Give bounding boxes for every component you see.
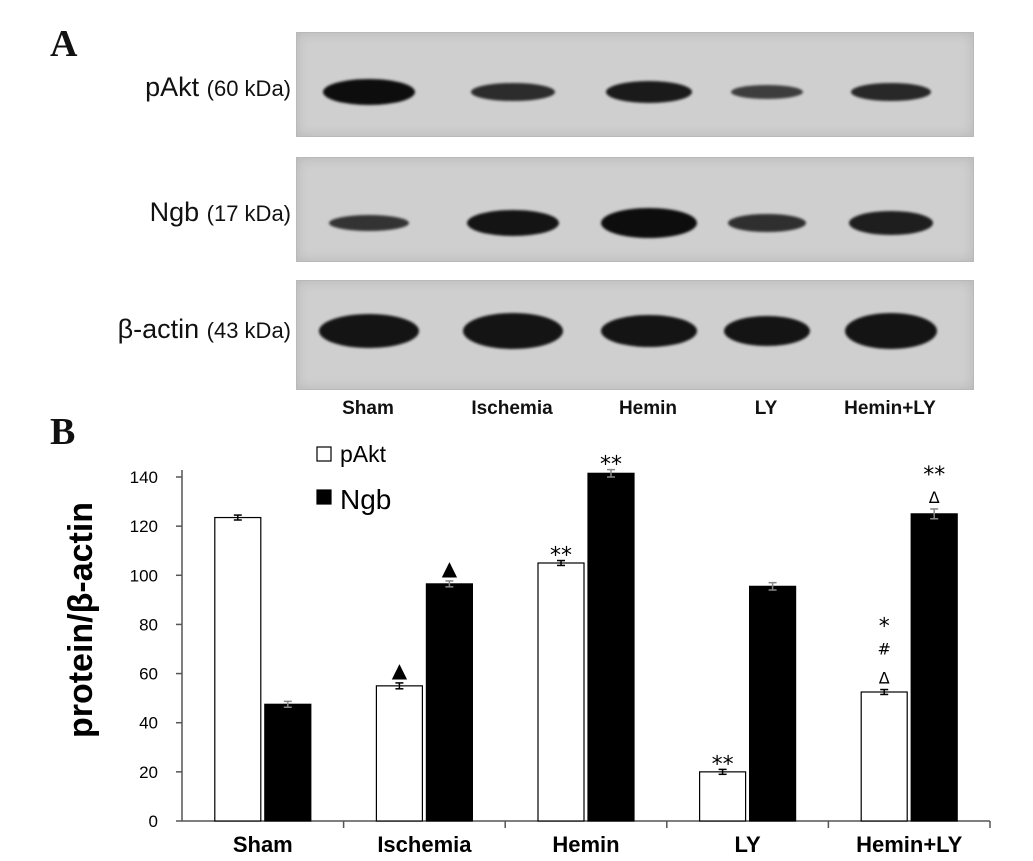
lane-label-ischemia: Ischemia [471, 398, 553, 419]
blot-membrane [296, 32, 974, 137]
bar [214, 516, 262, 822]
significance-marker: ** [712, 752, 734, 777]
significance-marker: Δ [929, 488, 940, 507]
significance-marker: # [877, 640, 890, 659]
panel-a-label: A [50, 23, 78, 65]
blot-band [728, 214, 806, 232]
legend-label: pAkt [340, 441, 387, 467]
x-tick-label: Sham [233, 832, 293, 857]
legend-swatch [316, 489, 332, 505]
lane-label-ly: LY [754, 398, 778, 419]
blot-band [851, 83, 931, 101]
blot-protein: Ngb [149, 197, 200, 227]
blot-protein: pAkt [145, 72, 200, 102]
lane-label-sham: Sham [342, 398, 394, 419]
y-tick-label: 100 [130, 566, 158, 585]
significance-marker: * [879, 615, 890, 640]
significance-marker: ** [600, 453, 622, 478]
blot-label: pAkt (60 kDa) [145, 72, 291, 103]
x-tick-label: LY [735, 832, 761, 857]
bar [537, 562, 585, 822]
bar [587, 472, 635, 822]
blot-band [323, 79, 415, 105]
blot-size: (60 kDa) [206, 76, 291, 101]
legend-swatch [316, 446, 332, 462]
x-tick-label: Ischemia [377, 832, 472, 857]
lane-label-hemin: Hemin [618, 398, 678, 419]
blot-band [601, 208, 697, 238]
blot-band [329, 215, 409, 231]
significance-marker: ▲ [442, 556, 458, 580]
blot-band [319, 314, 419, 348]
blot-band [724, 316, 810, 346]
panel-b-label: B [50, 411, 76, 453]
significance-marker: ** [923, 463, 945, 488]
blot-band [471, 83, 555, 101]
bar [910, 513, 958, 822]
blot-band [601, 315, 697, 347]
blot-band [849, 211, 933, 235]
bar [264, 703, 312, 822]
y-tick-label: 120 [130, 517, 158, 536]
blot-band [845, 313, 937, 349]
blot-protein: β-actin [117, 314, 200, 344]
blot-band [731, 85, 803, 99]
bar [375, 685, 423, 822]
y-axis-label: protein/β-actin [62, 502, 100, 738]
y-tick-label: 140 [130, 468, 158, 487]
x-tick-label: Hemin+LY [856, 832, 963, 857]
significance-marker: Δ [879, 669, 890, 688]
bar [748, 585, 797, 822]
blot-band [467, 210, 559, 236]
y-tick-label: 0 [149, 812, 158, 831]
blot-band [606, 81, 692, 103]
lane-label-hemin-ly: Hemin+LY [844, 398, 936, 419]
blot-size: (17 kDa) [206, 201, 291, 226]
bar [860, 691, 908, 822]
blot-label: β-actin (43 kDa) [118, 314, 291, 345]
bar [698, 771, 747, 822]
blot-label: Ngb (17 kDa) [150, 197, 291, 228]
blot-band [463, 313, 563, 349]
y-tick-label: 60 [139, 665, 158, 684]
significance-marker: ▲ [392, 658, 408, 682]
significance-marker: ** [550, 544, 572, 569]
blot-membrane [296, 157, 974, 262]
bar [425, 583, 473, 822]
blot-membrane [296, 280, 974, 390]
blot-size: (43 kDa) [206, 318, 291, 343]
y-tick-label: 20 [139, 763, 158, 782]
x-tick-label: Hemin [552, 832, 619, 857]
y-tick-label: 80 [139, 615, 158, 634]
legend-label: Ngb [340, 484, 391, 515]
y-tick-label: 40 [139, 714, 158, 733]
